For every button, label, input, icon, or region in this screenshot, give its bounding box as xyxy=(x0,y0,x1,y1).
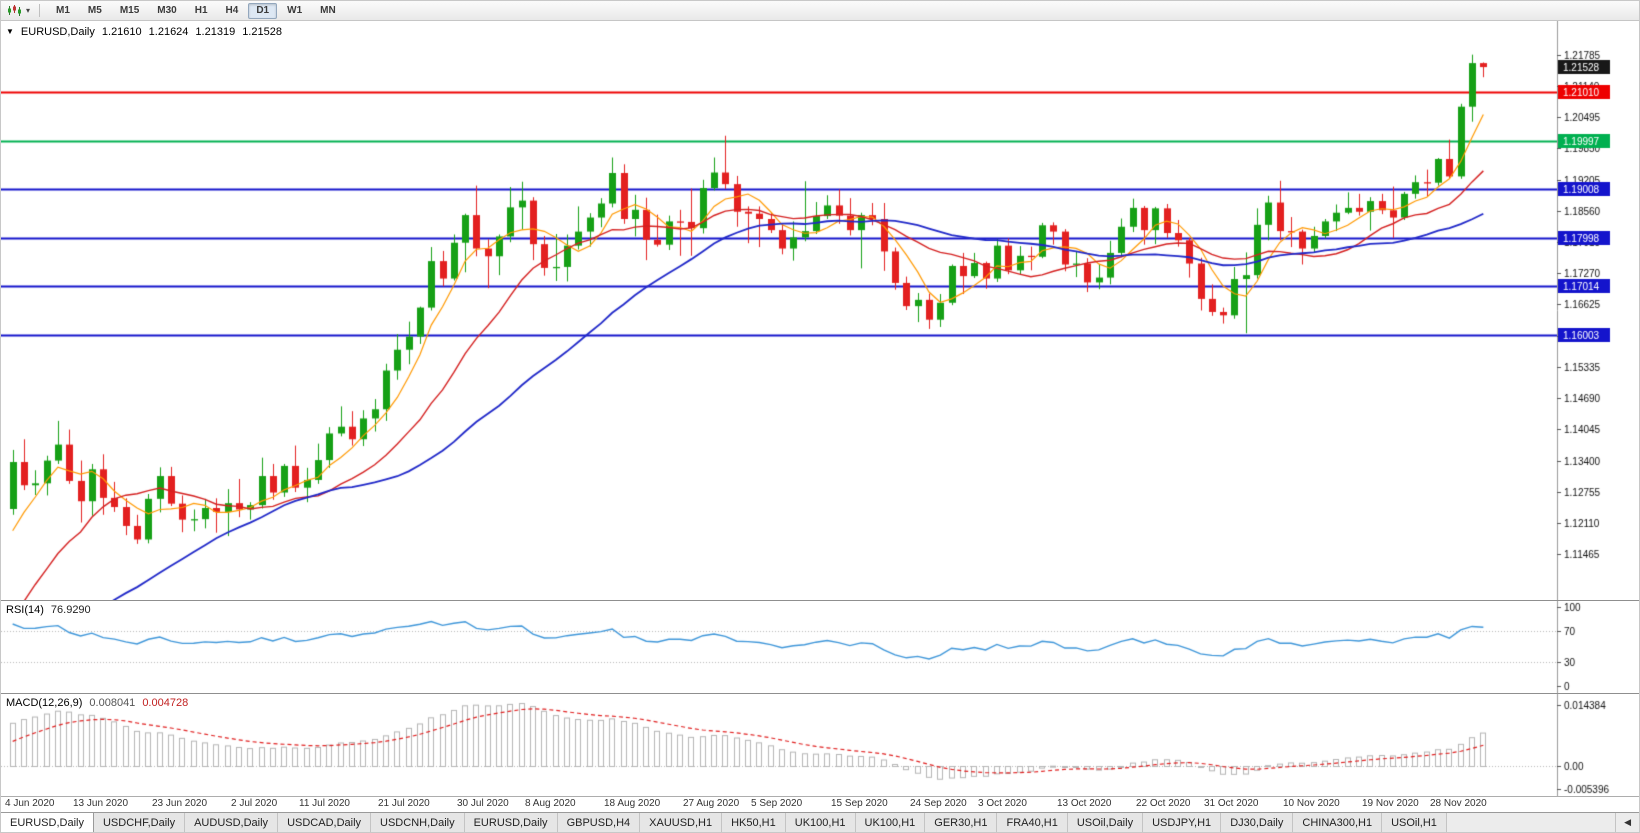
rsi-indicator-canvas[interactable] xyxy=(1,601,1639,693)
macd-signal-value: 0.004728 xyxy=(142,697,189,709)
chart-tab-uk100-h1[interactable]: UK100,H1 xyxy=(855,813,926,832)
rsi-value: 76.9290 xyxy=(50,604,91,616)
date-axis-label: 11 Jul 2020 xyxy=(299,798,350,809)
chart-tab-usdjpy-h1[interactable]: USDJPY,H1 xyxy=(1143,813,1222,832)
rsi-label: RSI(14) 76.9290 xyxy=(6,604,91,616)
date-axis-label: 24 Sep 2020 xyxy=(910,798,967,809)
low-value: 1.21319 xyxy=(195,26,236,38)
chart-tab-hk50-h1[interactable]: HK50,H1 xyxy=(722,813,786,832)
date-axis-label: 27 Aug 2020 xyxy=(683,798,740,809)
one-click-trading-arrow-icon[interactable]: ▼ xyxy=(6,27,14,36)
period-button-m30[interactable]: M30 xyxy=(157,4,177,16)
chart-tab-gbpusd-h4[interactable]: GBPUSD,H4 xyxy=(557,813,641,832)
chart-tab-eurusd-daily[interactable]: EURUSD,Daily xyxy=(464,813,558,832)
chart-tab-china300-h1[interactable]: CHINA300,H1 xyxy=(1293,813,1383,832)
date-axis-label: 3 Oct 2020 xyxy=(978,798,1027,809)
date-axis-label: 2 Jul 2020 xyxy=(231,798,278,809)
period-button-m15[interactable]: M15 xyxy=(119,4,140,16)
macd-panel: MACD(12,26,9) 0.008041 0.004728 xyxy=(1,694,1639,797)
date-axis-label: 4 Jun 2020 xyxy=(5,798,55,809)
high-value: 1.21624 xyxy=(148,26,189,38)
date-axis-label: 8 Aug 2020 xyxy=(525,798,576,809)
chart-tab-ger30-h1[interactable]: GER30,H1 xyxy=(925,813,998,832)
date-axis-label: 18 Aug 2020 xyxy=(604,798,661,809)
macd-main-value: 0.008041 xyxy=(89,697,136,709)
date-axis-label: 19 Nov 2020 xyxy=(1362,798,1419,809)
chart-header: ▼ EURUSD,Daily 1.21610 1.21624 1.21319 1… xyxy=(6,26,282,38)
date-axis-label: 22 Oct 2020 xyxy=(1136,798,1191,809)
chart-type-icon[interactable] xyxy=(5,3,24,18)
chart-tab-dj30-daily[interactable]: DJ30,Daily xyxy=(1221,813,1294,832)
date-axis-label: 31 Oct 2020 xyxy=(1204,798,1259,809)
time-axis[interactable]: 4 Jun 2020 13 Jun 2020 23 Jun 2020 2 Jul 20… xyxy=(1,797,1639,812)
chart-tab-audusd-daily[interactable]: AUDUSD,Daily xyxy=(185,813,279,832)
date-axis-label: 13 Jun 2020 xyxy=(73,798,129,809)
period-button-h1[interactable]: H1 xyxy=(194,4,208,16)
date-axis-label: 13 Oct 2020 xyxy=(1057,798,1112,809)
chart-tab-uk100-h1[interactable]: UK100,H1 xyxy=(785,813,856,832)
chart-symbol-label: EURUSD,Daily xyxy=(20,26,95,38)
period-button-m1[interactable]: M1 xyxy=(56,4,70,16)
tab-scroll-left-button[interactable]: ◀ xyxy=(1615,813,1639,832)
chart-tab-eurusd-daily[interactable]: EURUSD,Daily xyxy=(1,813,94,832)
date-axis-label: 15 Sep 2020 xyxy=(831,798,888,809)
period-button-h4[interactable]: H4 xyxy=(225,4,239,16)
period-button-mn[interactable]: MN xyxy=(320,4,336,16)
timeframe-toolbar: ▾ M1 M5 M15 M30 H1 H4 D1 W1 MN xyxy=(1,1,1639,21)
close-value: 1.21528 xyxy=(242,26,282,38)
chart-tabs: EURUSD,Daily USDCHF,Daily AUDUSD,Daily USDC… xyxy=(1,813,1615,832)
chart-type-dropdown-caret-icon[interactable]: ▾ xyxy=(26,6,31,15)
date-axis-label: 10 Nov 2020 xyxy=(1283,798,1340,809)
date-axis-label: 5 Sep 2020 xyxy=(751,798,803,809)
period-button-w1[interactable]: W1 xyxy=(287,4,303,16)
chart-tab-xauusd-h1[interactable]: XAUUSD,H1 xyxy=(640,813,723,832)
chart-tab-usdchf-daily[interactable]: USDCHF,Daily xyxy=(93,813,186,832)
chart-tab-usdcnh-daily[interactable]: USDCNH,Daily xyxy=(371,813,465,832)
candlestick-glyph xyxy=(8,5,21,16)
toolbar-separator xyxy=(39,4,41,17)
chart-tab-usdcad-daily[interactable]: USDCAD,Daily xyxy=(278,813,372,832)
period-button-d1[interactable]: D1 xyxy=(248,2,278,19)
macd-indicator-canvas[interactable] xyxy=(1,694,1639,796)
date-axis-label: 30 Jul 2020 xyxy=(457,798,509,809)
chart-tab-bar: EURUSD,Daily USDCHF,Daily AUDUSD,Daily USDC… xyxy=(1,812,1639,832)
rsi-name: RSI(14) xyxy=(6,604,44,616)
rsi-panel: RSI(14) 76.9290 xyxy=(1,601,1639,694)
chart-tab-usoil-h1[interactable]: USOil,H1 xyxy=(1382,813,1447,832)
main-chart-panel: ▼ EURUSD,Daily 1.21610 1.21624 1.21319 1… xyxy=(1,21,1639,601)
macd-name: MACD(12,26,9) xyxy=(6,697,83,709)
chart-tab-usoil-daily[interactable]: USOil,Daily xyxy=(1067,813,1144,832)
chart-tab-fra40-h1[interactable]: FRA40,H1 xyxy=(997,813,1068,832)
price-chart-canvas[interactable] xyxy=(1,21,1639,600)
open-value: 1.21610 xyxy=(101,26,142,38)
macd-label: MACD(12,26,9) 0.008041 0.004728 xyxy=(6,697,188,709)
date-axis-label: 23 Jun 2020 xyxy=(152,798,208,809)
period-buttons-group: M1 M5 M15 M30 H1 H4 D1 W1 MN xyxy=(47,2,345,19)
date-axis-label: 28 Nov 2020 xyxy=(1430,798,1487,809)
date-axis-label: 21 Jul 2020 xyxy=(378,798,430,809)
period-button-m5[interactable]: M5 xyxy=(87,4,102,16)
